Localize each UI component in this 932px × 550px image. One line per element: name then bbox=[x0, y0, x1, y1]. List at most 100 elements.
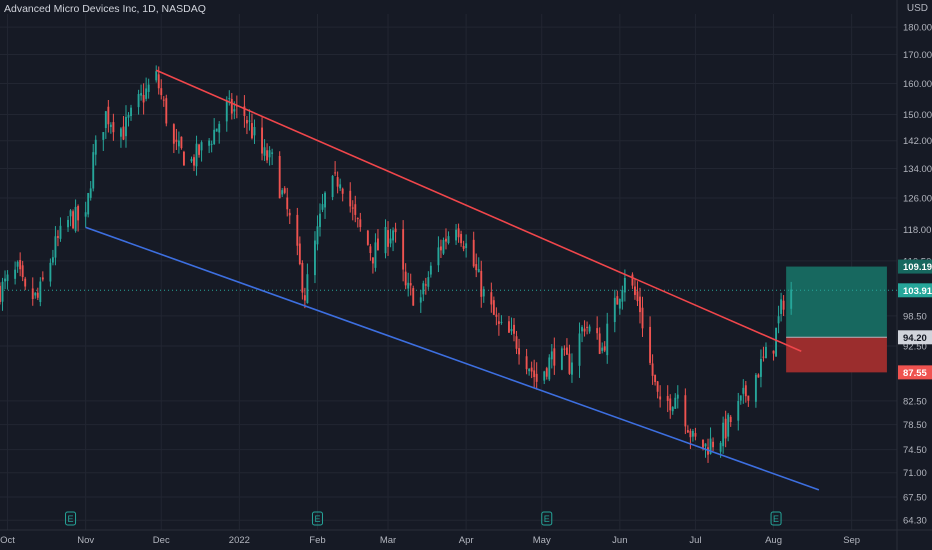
candle-body bbox=[477, 269, 480, 273]
candle-body bbox=[389, 238, 392, 244]
candle-body bbox=[314, 240, 316, 276]
candle-body bbox=[331, 175, 334, 198]
candle-down bbox=[72, 209, 75, 230]
candle-down bbox=[563, 345, 566, 356]
candle-up bbox=[109, 122, 112, 134]
candle-body bbox=[563, 348, 566, 350]
x-tick-label: Nov bbox=[77, 535, 94, 546]
candle-up bbox=[676, 385, 679, 409]
candle-up bbox=[780, 292, 783, 322]
y-tick-label: 170.00 bbox=[903, 50, 932, 61]
candle-up bbox=[228, 90, 231, 106]
candle-up bbox=[59, 217, 62, 242]
x-tick-label: May bbox=[533, 535, 551, 546]
candle-body bbox=[369, 246, 372, 254]
candle-body bbox=[137, 94, 140, 108]
candle-up bbox=[140, 84, 143, 101]
candle-down bbox=[636, 281, 639, 307]
candle-up bbox=[392, 227, 395, 252]
candle-body bbox=[228, 98, 231, 100]
candle-down bbox=[288, 208, 291, 225]
earnings-marker[interactable]: E bbox=[311, 511, 323, 526]
candle-up bbox=[722, 416, 725, 454]
y-tick-label: 67.50 bbox=[903, 492, 927, 503]
candle-up bbox=[319, 203, 321, 237]
candle-body bbox=[218, 123, 221, 133]
y-tick-label: 134.00 bbox=[903, 164, 932, 175]
candle-body bbox=[780, 299, 783, 314]
y-tick-label: 126.00 bbox=[903, 193, 932, 204]
candle-down bbox=[603, 341, 606, 353]
candle-down bbox=[744, 380, 747, 403]
price-tag-target: 109.19 bbox=[898, 259, 932, 274]
candle-down bbox=[296, 207, 299, 256]
candle-body bbox=[759, 358, 762, 377]
candle-body bbox=[666, 396, 669, 401]
candle-body bbox=[77, 206, 80, 221]
earnings-badge bbox=[541, 511, 553, 526]
candle-body bbox=[49, 262, 52, 282]
candle-body bbox=[659, 396, 662, 400]
candle-body bbox=[356, 218, 359, 220]
candle-down bbox=[366, 229, 369, 246]
candle-body bbox=[130, 107, 132, 117]
candle-up bbox=[119, 127, 122, 148]
candle-up bbox=[218, 121, 221, 144]
candle-down bbox=[230, 93, 233, 120]
y-tick-label: 118.00 bbox=[903, 225, 931, 236]
candle-body bbox=[54, 236, 57, 258]
candle-up bbox=[248, 109, 251, 131]
candle-body bbox=[303, 295, 306, 301]
price-tag-label: 87.55 bbox=[903, 368, 927, 379]
candle-body bbox=[245, 119, 248, 124]
candle-down bbox=[457, 223, 460, 243]
candle-up bbox=[190, 156, 193, 163]
candle-up bbox=[618, 298, 621, 315]
candle-body bbox=[230, 98, 233, 114]
candle-body bbox=[104, 111, 107, 129]
candle-body bbox=[210, 143, 213, 145]
candle-body bbox=[543, 371, 546, 381]
candle-body bbox=[253, 127, 256, 136]
candle-body bbox=[689, 430, 692, 438]
candle-down bbox=[439, 239, 442, 259]
candle-up bbox=[213, 118, 216, 145]
candle-down bbox=[598, 327, 601, 355]
candle-down bbox=[298, 236, 301, 266]
earnings-marker[interactable]: E bbox=[770, 511, 782, 526]
candle-up bbox=[621, 285, 624, 310]
candle-body bbox=[351, 207, 354, 209]
candle-down bbox=[553, 337, 556, 375]
candle-body bbox=[6, 274, 9, 282]
candle-body bbox=[518, 348, 520, 355]
candle-down bbox=[349, 182, 352, 213]
candle-up bbox=[4, 270, 6, 290]
x-tick-label: Jun bbox=[612, 535, 627, 546]
candle-body bbox=[225, 101, 228, 122]
candle-down bbox=[565, 338, 568, 355]
candle-down bbox=[656, 380, 659, 399]
candle-up bbox=[208, 137, 211, 154]
candle-down bbox=[245, 115, 248, 135]
candle-body bbox=[601, 347, 604, 351]
candle-down bbox=[694, 427, 697, 441]
candle-up bbox=[742, 379, 745, 404]
candle-down bbox=[772, 350, 775, 361]
candle-body bbox=[321, 204, 324, 210]
candle-up bbox=[16, 260, 19, 273]
candle-body bbox=[739, 395, 742, 401]
candle-body bbox=[286, 197, 289, 210]
candle-up bbox=[674, 393, 677, 409]
candle-up bbox=[754, 372, 757, 408]
candle-body bbox=[371, 257, 374, 264]
earnings-marker[interactable]: E bbox=[541, 511, 553, 526]
candle-body bbox=[31, 288, 34, 300]
candle-body bbox=[392, 230, 395, 241]
candle-down bbox=[180, 136, 183, 150]
earnings-marker[interactable]: E bbox=[65, 511, 77, 526]
candle-body bbox=[508, 321, 510, 333]
candle-body bbox=[686, 430, 689, 433]
price-tag-label: 109.19 bbox=[903, 262, 932, 273]
candle-body bbox=[177, 140, 180, 147]
